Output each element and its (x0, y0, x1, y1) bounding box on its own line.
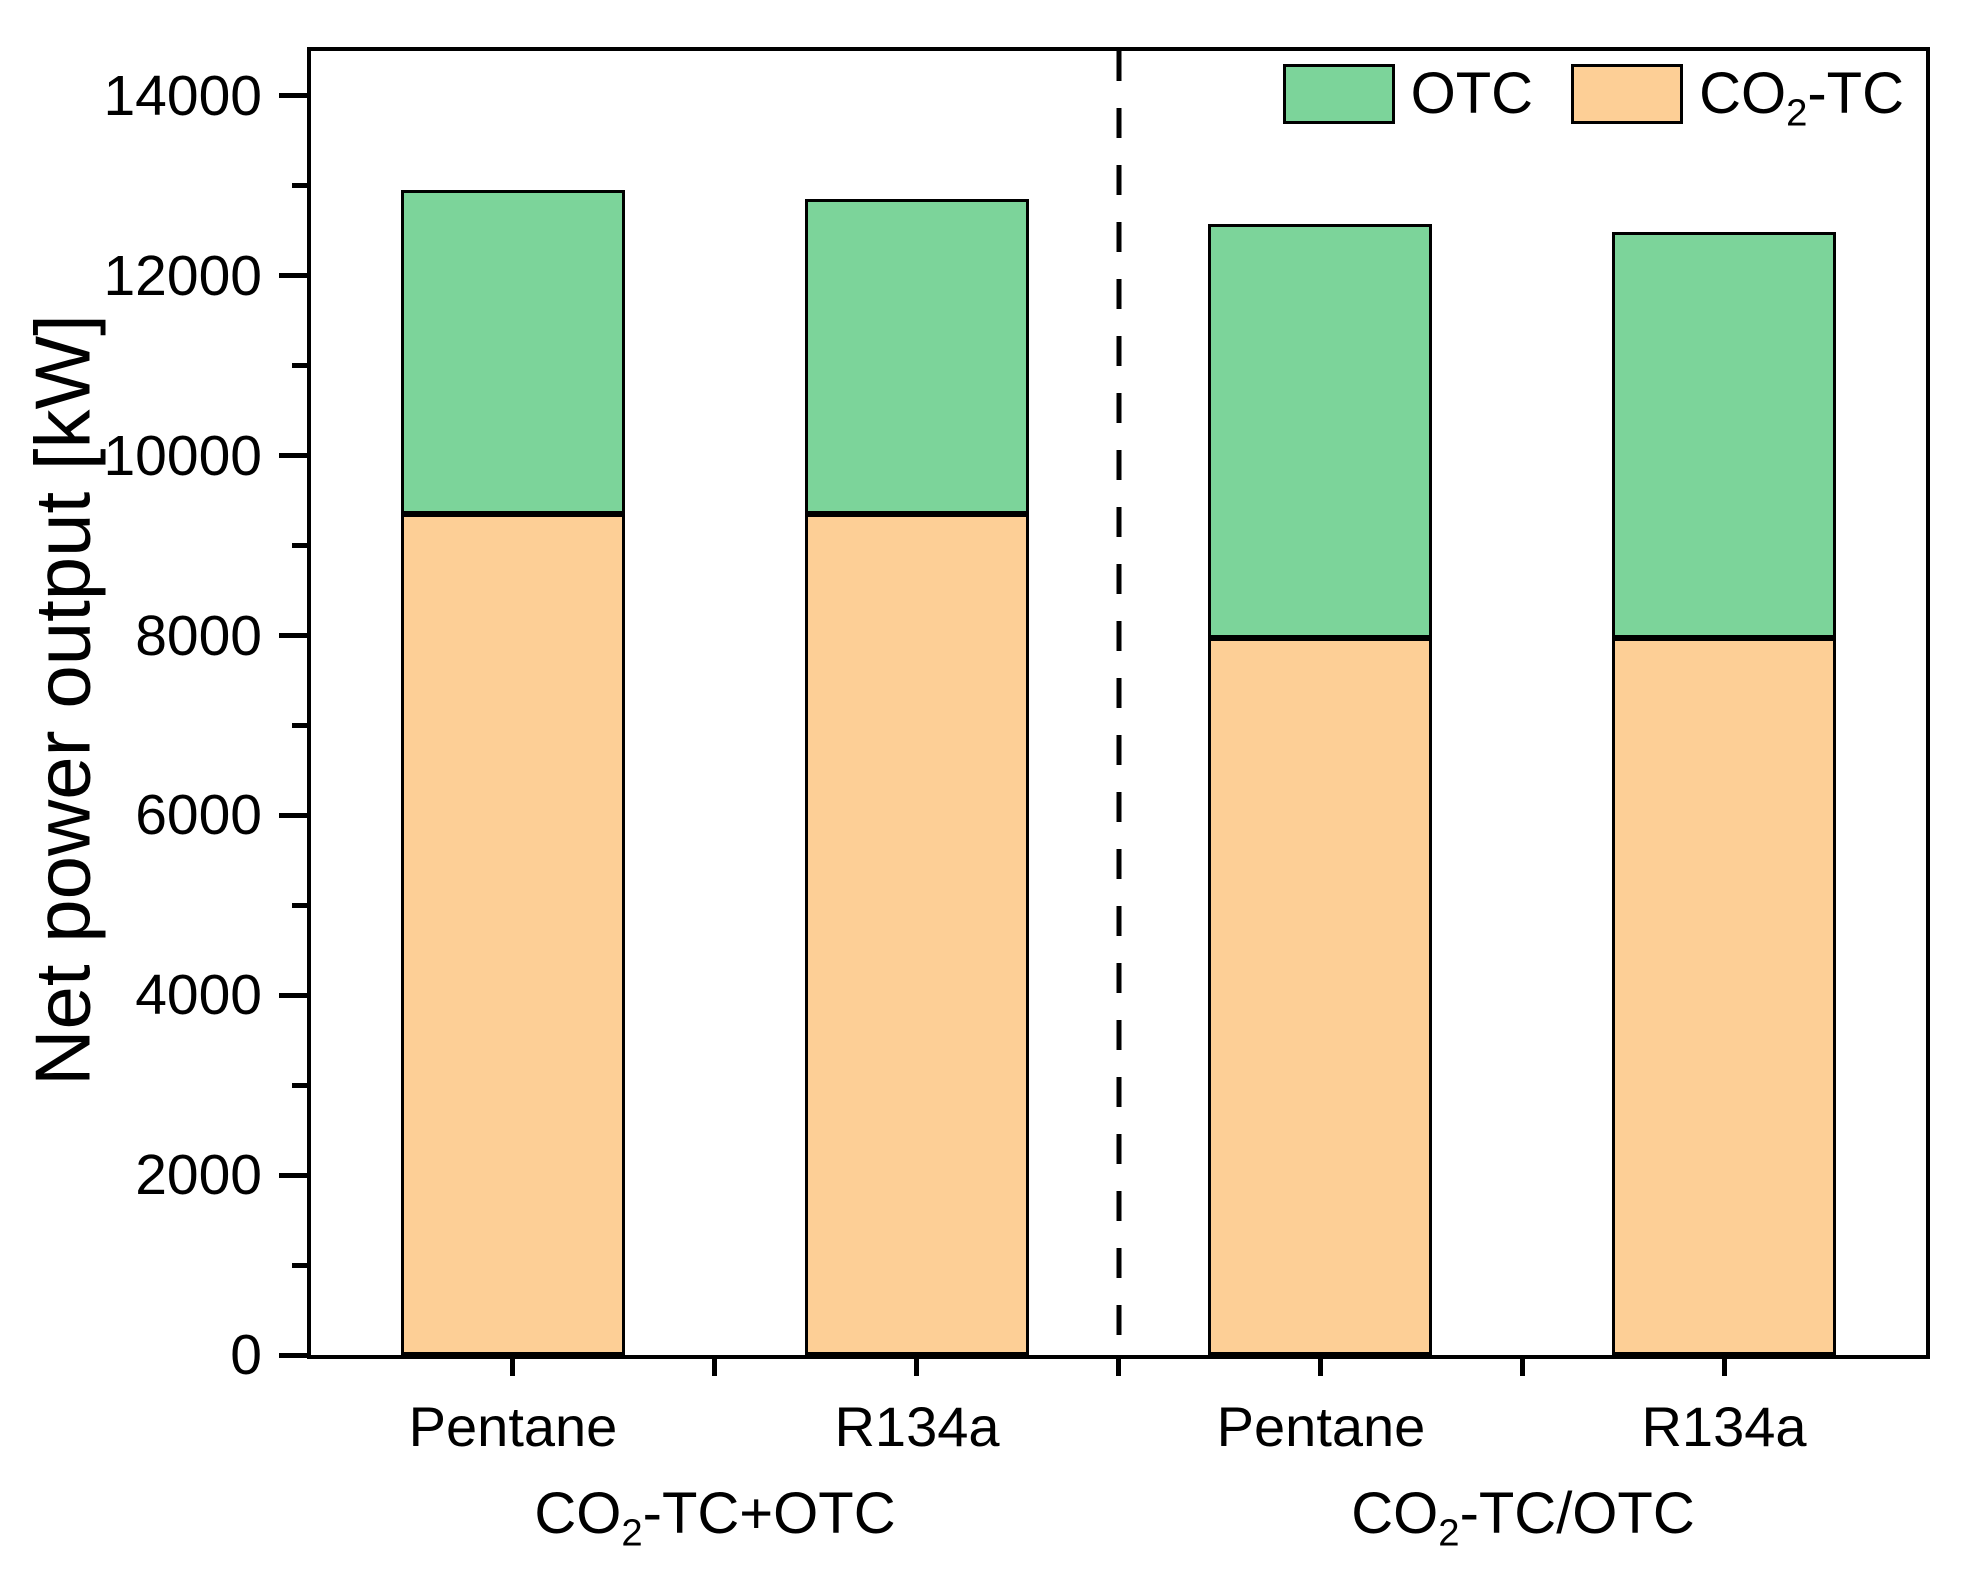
x-category-label: Pentane (408, 1395, 618, 1458)
legend-label-co2-tc-prefix: CO (1699, 61, 1787, 126)
y-major-tick (279, 273, 307, 278)
y-major-tick (279, 1173, 307, 1178)
y-minor-tick (292, 1263, 307, 1268)
x-axis-tick (1318, 1357, 1323, 1376)
y-tick-label: 10000 (103, 424, 262, 488)
legend-swatch-otc (1282, 64, 1395, 124)
x-axis-tick (914, 1357, 919, 1376)
bar-segment-co2-tc-r134a (1612, 638, 1836, 1355)
y-minor-tick (292, 1083, 307, 1088)
x-category-label: R134a (834, 1395, 1000, 1458)
bar-segment-co2-tc-pentane (401, 514, 625, 1355)
y-major-tick (279, 813, 307, 818)
y-minor-tick (292, 723, 307, 728)
legend-label-co2-tc: CO2-TC (1699, 61, 1904, 133)
y-minor-tick (292, 363, 307, 368)
x-axis-tick (712, 1357, 717, 1376)
x-category-label: R134a (1641, 1395, 1807, 1458)
y-minor-tick (292, 183, 307, 188)
bar-segment-otc-pentane (401, 190, 625, 514)
y-major-tick (279, 93, 307, 98)
y-tick-label: 6000 (135, 783, 262, 847)
y-major-tick (279, 453, 307, 458)
y-tick-label: 12000 (103, 244, 262, 308)
y-tick-label: 4000 (135, 963, 262, 1027)
y-tick-label: 2000 (135, 1143, 262, 1207)
y-major-tick (279, 1353, 307, 1358)
group-label-suffix: -TC/OTC (1459, 1481, 1695, 1546)
y-tick-label: 8000 (135, 604, 262, 668)
group-divider-dashed-line (1116, 51, 1121, 1355)
bar-segment-otc-r134a (805, 199, 1029, 514)
x-axis-tick (1116, 1357, 1121, 1376)
group-label-subscript: 2 (1438, 1511, 1460, 1555)
plot-inner: OTC CO2-TC (311, 51, 1926, 1355)
bar-segment-otc-pentane (1208, 224, 1432, 638)
group-label-prefix: CO (534, 1481, 622, 1546)
legend-label-co2-tc-suffix: -TC (1807, 61, 1904, 126)
x-category-label: Pentane (1216, 1395, 1426, 1458)
x-axis-tick (1520, 1357, 1525, 1376)
x-axis-tick (510, 1357, 515, 1376)
legend-swatch-co2-tc (1571, 64, 1684, 124)
y-minor-tick (292, 903, 307, 908)
legend: OTC CO2-TC (1282, 61, 1904, 133)
x-axis-tick (1722, 1357, 1727, 1376)
bar-segment-otc-r134a (1612, 232, 1836, 638)
legend-label-otc: OTC (1410, 61, 1534, 126)
y-major-tick (279, 633, 307, 638)
group-label-co2-tc-plus-otc: CO2-TC+OTC (534, 1481, 896, 1553)
plot-area: OTC CO2-TC (307, 47, 1930, 1359)
legend-item-otc: OTC (1282, 61, 1534, 126)
bar-segment-co2-tc-r134a (805, 514, 1029, 1355)
y-minor-tick (292, 543, 307, 548)
y-major-tick (279, 993, 307, 998)
y-tick-label: 14000 (103, 64, 262, 128)
y-tick-label: 0 (230, 1323, 262, 1387)
legend-item-co2-tc: CO2-TC (1571, 61, 1904, 133)
group-label-subscript: 2 (621, 1511, 643, 1555)
group-label-prefix: CO (1351, 1481, 1439, 1546)
bar-segment-co2-tc-pentane (1208, 638, 1432, 1355)
group-label-suffix: -TC+OTC (642, 1481, 896, 1546)
legend-label-co2-tc-subscript: 2 (1786, 91, 1808, 135)
group-label-co2-tc-slash-otc: CO2-TC/OTC (1351, 1481, 1695, 1553)
